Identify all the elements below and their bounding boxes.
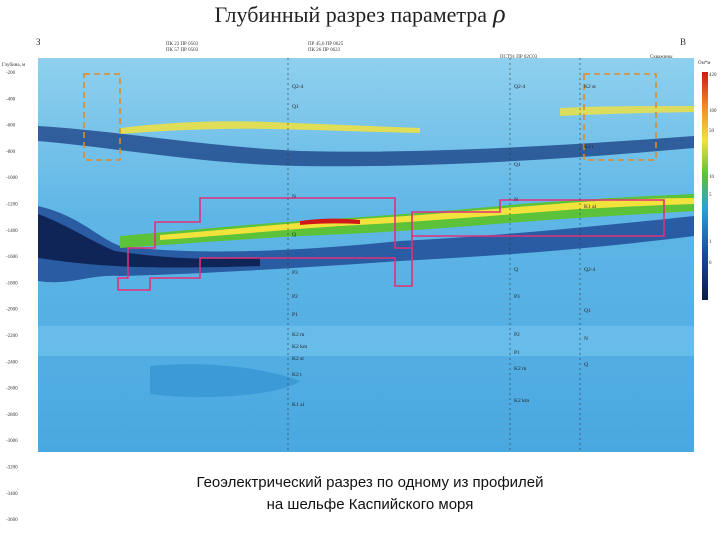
caption-line-2: на шельфе Каспийского моря	[266, 496, 474, 513]
target-contour	[117, 197, 665, 291]
header-label-1: ПК 23 ПР 0503	[166, 42, 199, 47]
horizon-label: K2 km	[514, 398, 530, 404]
horizon-label: Q1	[514, 162, 521, 168]
colorbar	[702, 72, 708, 300]
horizon-label: Q1	[292, 104, 299, 110]
y-tick-label: -1000	[6, 176, 18, 181]
horizon-labels: Q2-4 Q1 N Q P3 P2 P1 K2 m K2 km K2 st K2 t K1 al Q2-…	[292, 84, 597, 408]
header-label-2: ПК 57 ПР 0503	[166, 48, 199, 53]
horizon-label: Q	[584, 362, 588, 368]
horizon-label: K2 km	[292, 344, 308, 350]
horizon-label: K2 m	[514, 366, 527, 372]
y-tick-label: -400	[6, 97, 16, 102]
horizon-label: K1 al	[584, 204, 597, 210]
horizon-label: N	[584, 336, 588, 342]
horizon-label: N	[292, 194, 296, 200]
horizon-label: N	[514, 197, 518, 203]
geoelectric-section: З В ПК 23 ПР 0503 ПК 57 ПР 0503 ПР 45,6 …	[2, 37, 717, 523]
y-tick-label: -3200	[6, 466, 18, 471]
y-tick-label: -600	[6, 124, 16, 129]
lower-light-zone	[38, 326, 694, 356]
y-tick-label: -2800	[6, 413, 18, 418]
horizon-label: K2 st	[292, 356, 304, 362]
y-tick-label: -2000	[6, 308, 18, 313]
horizon-label: Q2-4	[292, 84, 304, 90]
title-text: Глубинный разрез параметра	[214, 2, 488, 27]
shallow-resistive-layer	[120, 121, 420, 134]
header-label-6: Скважины	[650, 55, 673, 60]
resistive-layer-peak	[300, 218, 360, 225]
caption-line-1: Геоэлектрический разрез по одному из про…	[196, 474, 544, 491]
y-tick-label: -2600	[6, 387, 18, 392]
horizon-label: P1	[514, 350, 520, 356]
horizon-label: K2 st	[584, 84, 596, 90]
header-label-4: ПК 26 ПР 0623	[308, 48, 341, 53]
direction-right: В	[680, 37, 686, 47]
lower-blue-lens	[150, 364, 300, 398]
colorbar-tick-label: 100	[709, 109, 717, 114]
horizon-label: P3	[514, 294, 520, 300]
orange-box-left	[83, 73, 121, 161]
horizon-label: Q2-4	[584, 267, 596, 273]
title-symbol: ρ	[493, 0, 506, 28]
caption: Геоэлектрический разрез по одному из про…	[150, 468, 590, 522]
colorbar-tick-label: 1	[709, 240, 712, 245]
shallow-resistive-right	[560, 106, 694, 116]
chart-title: Глубинный разрез параметра ρ	[0, 0, 720, 29]
y-tick-label: -800	[6, 150, 16, 155]
horizon-label: Q	[514, 267, 518, 273]
horizon-label: Q2-4	[514, 84, 526, 90]
y-tick-label: -3000	[6, 439, 18, 444]
conductive-layer-upper	[38, 126, 694, 167]
colorbar-tick-label: 10	[709, 175, 715, 180]
horizon-label: K2 t	[584, 144, 594, 150]
y-axis-label: Глубина, м	[2, 63, 26, 68]
horizon-label: P1	[292, 312, 298, 318]
y-tick-label: -2400	[6, 360, 18, 365]
horizon-label: P2	[292, 294, 298, 300]
y-tick-label: -1200	[6, 203, 18, 208]
conductive-layer-core	[38, 214, 260, 268]
horizon-label: P2	[514, 332, 520, 338]
colorbar-unit: Ом*м	[698, 61, 711, 66]
horizon-label: Q	[292, 232, 296, 238]
y-tick-label: -200	[6, 71, 16, 76]
horizon-label: K2 t	[292, 372, 302, 378]
colorbar-tick-label: 0	[709, 261, 712, 266]
horizon-label: K1 al	[292, 402, 305, 408]
y-tick-label: -3400	[6, 492, 18, 497]
y-tick-label: -1600	[6, 255, 18, 260]
y-tick-label: -3600	[6, 518, 18, 523]
header-label-3: ПР 45,6 ПР 0625	[308, 42, 344, 47]
y-tick-label: -2200	[6, 334, 18, 339]
colorbar-tick-label: 420	[709, 73, 717, 78]
y-axis-ticks: -200 -400 -600 -800 -1000 -1200 -1400 -1600 -180…	[6, 71, 18, 523]
header-label-5: ПСТ91 ПР 02С03	[500, 55, 538, 60]
horizon-label: P3	[292, 270, 298, 276]
resistive-layer-core	[160, 198, 694, 240]
horizon-label: K2 m	[292, 332, 305, 338]
y-tick-label: -1800	[6, 281, 18, 286]
horizon-label: Q1	[584, 308, 591, 314]
colorbar-tick-label: 5	[709, 193, 712, 198]
direction-left: З	[36, 37, 41, 47]
orange-box-right	[583, 73, 657, 161]
colorbar-tick-label: 50	[709, 129, 715, 134]
y-tick-label: -1400	[6, 229, 18, 234]
